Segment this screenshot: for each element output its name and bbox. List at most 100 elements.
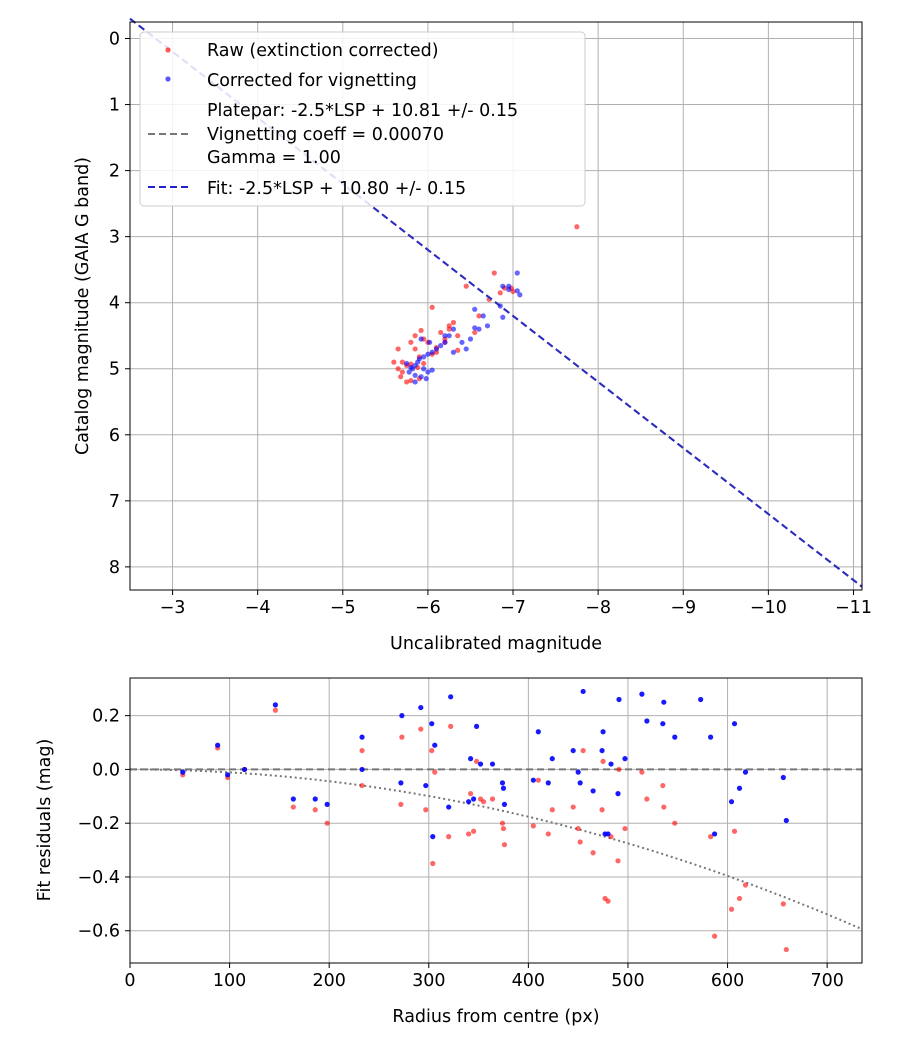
corrected-point [463,346,469,352]
corrected-residual-point [616,696,622,703]
corrected-point [459,339,465,345]
raw-residual-point [432,769,438,775]
corrected-residual-point [780,774,786,781]
bottom-x-tick-label: 600 [711,971,744,991]
raw-residual-point [272,707,279,713]
raw-residual-point [605,898,611,904]
corrected-point [429,349,435,355]
corrected-point [412,372,418,378]
corrected-residual-point [660,721,666,727]
legend-corrected-marker [165,76,171,82]
top-y-axis-label: Catalog magnitude (GAIA G band) [73,157,93,455]
top-x-tick-label: −7 [500,598,526,618]
top-y-tick-label: 2 [109,162,120,182]
corrected-residual-point [605,831,611,837]
raw-residual-point [783,946,789,953]
corrected-residual-point [608,761,614,767]
raw-residual-point [324,820,330,826]
bottom-x-tick-label: 500 [611,971,644,991]
bottom-x-tick-label: 700 [810,971,843,991]
raw-residual-point [616,766,622,773]
corrected-point [429,367,435,373]
top-x-tick-label: −4 [245,598,271,618]
corrected-residual-point [312,796,318,802]
raw-point [446,326,452,332]
raw-residual-point [473,758,480,764]
legend-fit-label: Fit: -2.5*LSP + 10.80 +/- 0.15 [207,179,466,199]
top-x-tick-label: −10 [750,598,787,618]
raw-residual-point [466,831,472,837]
raw-point [450,319,457,326]
corrected-point [433,346,440,352]
corrected-residual-point [399,713,405,719]
corrected-residual-point [549,756,555,762]
corrected-point [425,351,431,357]
corrected-residual-point [359,734,365,740]
bottom-x-tick-label: 100 [213,971,246,991]
corrected-point [514,288,520,294]
corrected-residual-point [466,799,472,805]
raw-residual-point [622,825,628,832]
corrected-residual-point [423,782,429,789]
corrected-point [450,326,457,332]
top-x-tick-label: −9 [670,598,696,618]
raw-point [408,339,414,345]
raw-residual-point [742,882,749,888]
corrected-residual-point [430,834,436,840]
bottom-marks [130,688,863,953]
corrected-point [421,354,427,360]
bottom-x-tick-label: 300 [412,971,445,991]
corrected-residual-point [712,831,718,837]
corrected-residual-point [225,772,231,778]
raw-residual-point [712,933,718,939]
top-x-axis-label: Uncalibrated magnitude [390,634,602,654]
magnitude-calibration-plot: −3 −4 −5 −6 −7 −8 −9 −10 −11 0 1 2 3 4 5 6 7 8 Raw (extin… [73,17,872,654]
raw-residual-point [359,782,365,789]
corrected-residual-point [577,780,583,786]
bottom-grid [129,678,862,963]
corrected-point [423,376,429,382]
bottom-y-tick-label: 0.2 [92,707,120,727]
raw-residual-point [418,726,424,732]
top-y-tick-label: 8 [109,558,120,578]
corrected-residual-point [489,761,496,767]
raw-residual-point [545,831,551,837]
corrected-point [408,364,414,371]
corrected-residual-point [644,718,650,724]
corrected-residual-point [698,696,704,703]
bottom-plot-frame [129,677,863,964]
bottom-x-axis-label: Radius from centre (px) [392,1007,599,1027]
corrected-residual-point [324,801,330,807]
corrected-point [404,360,410,367]
raw-residual-point [570,804,576,810]
bottom-x-tick-label: 200 [312,971,345,991]
raw-point [491,270,497,276]
corrected-residual-point [615,791,621,797]
legend-corrected-label: Corrected for vignetting [207,71,417,91]
top-y-tick-label: 4 [109,294,120,314]
corrected-residual-point [429,721,435,727]
raw-point [429,304,435,310]
corrected-residual-point [639,691,645,697]
raw-residual-point [580,747,586,754]
corrected-residual-point [661,699,667,705]
top-y-tick-label: 0 [109,30,120,50]
raw-point [455,333,461,339]
raw-residual-point [708,834,714,840]
corrected-point [484,323,491,329]
top-x-tick-label: −3 [160,598,186,618]
corrected-residual-point [580,688,586,695]
raw-residual-point [736,895,743,902]
corrected-residual-point [448,694,454,700]
corrected-residual-point [600,729,606,735]
corrected-point [418,336,424,342]
bottom-y-tick-label: −0.4 [78,868,121,888]
raw-residual-point [429,747,435,754]
raw-point [408,378,414,384]
corrected-residual-point [530,777,536,783]
top-x-tick-label: −6 [415,598,441,618]
corrected-residual-point [783,817,789,824]
raw-residual-point [661,804,667,810]
raw-residual-point [644,796,650,802]
raw-point [412,333,418,339]
